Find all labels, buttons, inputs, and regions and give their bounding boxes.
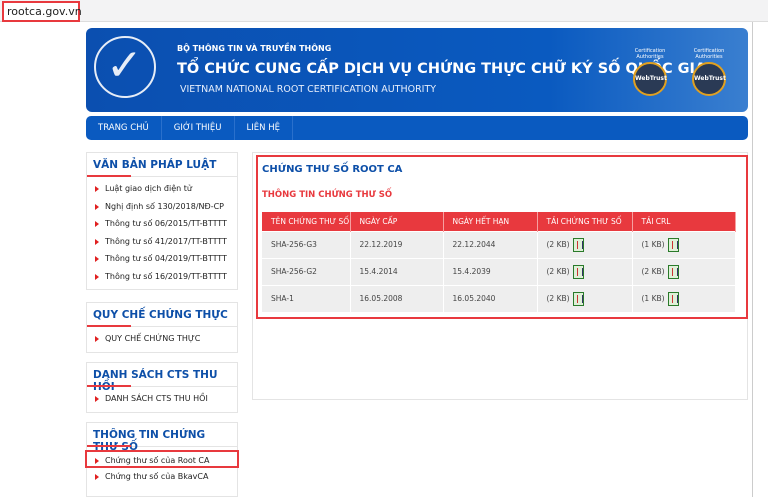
cert-name: SHA-256-G3 — [262, 230, 351, 258]
column-header: TÊN CHỨNG THƯ SỐ — [262, 212, 351, 231]
webtrust-seal-icon: Certification Authorities WebTrust — [631, 48, 669, 98]
nav-home[interactable]: TRANG CHỦ — [86, 116, 162, 140]
sidebar-link-root-ca[interactable]: Chứng thư số của Root CA — [85, 450, 239, 468]
sidebar-heading: THÔNG TIN CHỨNG THƯ SỐ — [87, 423, 237, 453]
sidebar-link[interactable]: Thông tư số 06/2015/TT-BTTTT — [87, 215, 237, 233]
expiry-date: 16.05.2040 — [443, 284, 538, 312]
certificate-file-icon[interactable] — [572, 237, 584, 252]
address-bar[interactable]: rootca.gov.vn — [0, 0, 768, 22]
sidebar-link[interactable]: Thông tư số 16/2019/TT-BTTTT — [87, 268, 237, 286]
column-header: NGÀY HẾT HẠN — [443, 212, 538, 231]
sidebar-legal-docs: VĂN BẢN PHÁP LUẬT Luật giao dịch điện tử… — [86, 152, 238, 290]
certificate-file-icon[interactable] — [572, 264, 584, 279]
sidebar-link[interactable]: DANH SÁCH CTS THU HỒI — [87, 390, 237, 408]
crl-file-icon[interactable] — [667, 237, 679, 252]
sidebar-heading: VĂN BẢN PHÁP LUẬT — [87, 153, 237, 177]
site-subtitle: VIETNAM NATIONAL ROOT CERTIFICATION AUTH… — [180, 84, 437, 95]
download-cert[interactable]: (2 KB) — [537, 230, 633, 258]
expiry-date: 22.12.2044 — [443, 230, 538, 258]
section-title: THÔNG TIN CHỨNG THƯ SỐ — [262, 190, 393, 200]
download-crl[interactable]: (1 KB) — [632, 284, 736, 312]
issue-date: 15.4.2014 — [350, 257, 444, 285]
main-nav: TRANG CHỦ GIỚI THIỆU LIÊN HỆ — [86, 116, 748, 140]
column-header: NGÀY CẤP — [350, 212, 444, 231]
sidebar-link[interactable]: QUY CHẾ CHỨNG THỰC — [87, 330, 237, 348]
table-row: SHA-256-G3 22.12.2019 22.12.2044 (2 KB) … — [262, 230, 736, 258]
page-title: CHỨNG THƯ SỐ ROOT CA — [262, 164, 403, 175]
site-title: TỔ CHỨC CUNG CẤP DỊCH VỤ CHỨNG THỰC CHỮ … — [177, 61, 707, 77]
sidebar-link[interactable]: Thông tư số 04/2019/TT-BTTTT — [87, 250, 237, 268]
issue-date: 16.05.2008 — [350, 284, 444, 312]
issue-date: 22.12.2019 — [350, 230, 444, 258]
sidebar-cps: QUY CHẾ CHỨNG THỰC QUY CHẾ CHỨNG THỰC — [86, 302, 238, 353]
sidebar-heading: QUY CHẾ CHỨNG THỰC — [87, 303, 237, 327]
download-cert[interactable]: (2 KB) — [537, 257, 633, 285]
column-header: TẢI CRL — [632, 212, 736, 231]
sidebar-cert-info: THÔNG TIN CHỨNG THƯ SỐ Chứng thư số của … — [85, 422, 239, 497]
nav-contact[interactable]: LIÊN HỆ — [235, 116, 293, 140]
download-crl[interactable]: (1 KB) — [632, 230, 736, 258]
ministry-name: BỘ THÔNG TIN VÀ TRUYỀN THÔNG — [177, 44, 332, 53]
highlight-box — [256, 155, 748, 319]
sidebar-link[interactable]: Nghị định số 130/2018/NĐ-CP — [87, 198, 237, 216]
column-header: TẢI CHỨNG THƯ SỐ — [537, 212, 633, 231]
download-crl[interactable]: (2 KB) — [632, 257, 736, 285]
url-text[interactable]: rootca.gov.vn — [2, 1, 82, 22]
webtrust-seal-icon: Certification Authorities WebTrust — [690, 48, 728, 98]
cert-name: SHA-256-G2 — [262, 257, 351, 285]
certificate-file-icon[interactable] — [572, 291, 584, 306]
sidebar-crl: DANH SÁCH CTS THU HỒI DANH SÁCH CTS THU … — [86, 362, 238, 413]
sidebar-link[interactable]: Thông tư số 41/2017/TT-BTTTT — [87, 233, 237, 251]
download-cert[interactable]: (2 KB) — [537, 284, 633, 312]
table-row: SHA-256-G2 15.4.2014 15.4.2039 (2 KB) (2… — [262, 257, 736, 285]
table-row: SHA-1 16.05.2008 16.05.2040 (2 KB) (1 KB… — [262, 284, 736, 312]
sidebar-heading: DANH SÁCH CTS THU HỒI — [87, 363, 237, 393]
certificate-table: TÊN CHỨNG THƯ SỐ NGÀY CẤP NGÀY HẾT HẠN T… — [262, 212, 736, 312]
logo-icon — [94, 36, 156, 98]
crl-file-icon[interactable] — [667, 291, 679, 306]
sidebar-link[interactable]: Luật giao dịch điện tử — [87, 180, 237, 198]
crl-file-icon[interactable] — [667, 264, 679, 279]
site-banner: BỘ THÔNG TIN VÀ TRUYỀN THÔNG TỔ CHỨC CUN… — [86, 28, 748, 112]
window-border — [752, 22, 753, 497]
sidebar-link-bkavca[interactable]: Chứng thư số của BkavCA — [87, 468, 237, 486]
cert-name: SHA-1 — [262, 284, 351, 312]
expiry-date: 15.4.2039 — [443, 257, 538, 285]
nav-about[interactable]: GIỚI THIỆU — [162, 116, 235, 140]
